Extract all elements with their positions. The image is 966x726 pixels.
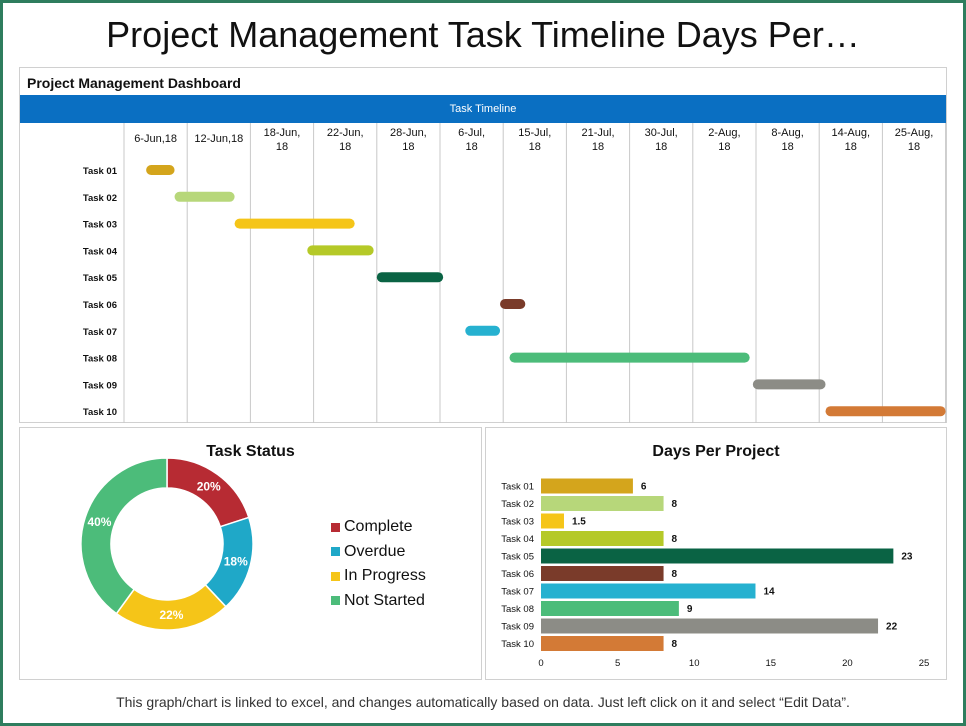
- gantt-task-bar[interactable]: [752, 379, 826, 390]
- bar[interactable]: [541, 531, 664, 546]
- gantt-column-label: 14-Aug, 18: [832, 127, 871, 153]
- gantt-task-bar[interactable]: [825, 406, 946, 417]
- donut-slice-label: 40%: [87, 515, 111, 529]
- legend-label-overdue: Overdue: [344, 542, 406, 560]
- legend-label-complete: Complete: [344, 518, 413, 536]
- bar-value-label: 22: [886, 622, 898, 633]
- gantt-task-label: Task 03: [83, 220, 117, 231]
- gantt-task-bar[interactable]: [500, 299, 526, 309]
- gantt-column-label: 8-Aug, 18: [771, 127, 803, 153]
- gantt-column-label: 12-Jun,18: [194, 133, 243, 145]
- task-status-donut-chart[interactable]: 20% 18% 22% 40%: [20, 428, 483, 681]
- bar[interactable]: [541, 548, 894, 564]
- bar-value-label: 6: [641, 482, 647, 493]
- bar-value-label: 8: [672, 534, 678, 545]
- bar-value-label: 8: [672, 569, 678, 580]
- gantt-column-label: 6-Jun,18: [134, 133, 177, 145]
- gantt-task-bar[interactable]: [174, 191, 235, 202]
- gantt-task-bar[interactable]: [234, 218, 355, 229]
- legend-swatch-overdue: [331, 547, 340, 557]
- donut-slice[interactable]: [80, 457, 168, 615]
- gantt-column-label: 28-Jun, 18: [390, 127, 427, 153]
- gantt-column-label: 18-Jun, 18: [264, 127, 301, 153]
- gantt-column-label: 6-Jul, 18: [458, 127, 485, 153]
- days-per-project-title: Days Per Project: [652, 443, 780, 460]
- gantt-column-label: 2-Aug, 18: [708, 127, 740, 153]
- gantt-column-label: 21-Jul, 18: [581, 127, 614, 153]
- bar[interactable]: [541, 513, 564, 529]
- footer-note: This graph/chart is linked to excel, and…: [116, 694, 850, 710]
- bar-x-tick-label: 15: [766, 658, 777, 669]
- gantt-column-label: 30-Jul, 18: [645, 127, 678, 153]
- bar-value-label: 8: [672, 639, 678, 650]
- bar[interactable]: [541, 496, 664, 511]
- dashboard-panel: Project Management Dashboard Task Timeli…: [19, 67, 947, 423]
- bar-x-tick-label: 10: [689, 658, 700, 669]
- bar[interactable]: [541, 601, 679, 616]
- bar-x-tick-label: 0: [538, 658, 543, 669]
- bar-value-label: 9: [687, 604, 693, 615]
- bar-x-tick-label: 25: [919, 658, 930, 669]
- bar-x-tick-label: 20: [842, 658, 853, 669]
- gantt-task-label: Task 08: [83, 354, 117, 365]
- task-status-legend: Complete Overdue In Progress Not Started: [331, 515, 426, 613]
- bar-category-label: Task 07: [501, 587, 534, 598]
- donut-slice-label: 22%: [159, 608, 183, 622]
- bar-category-label: Task 01: [501, 482, 534, 493]
- gantt-task-label: Task 09: [83, 380, 117, 391]
- gantt-task-bar[interactable]: [465, 325, 501, 336]
- gantt-column-label: 15-Jul, 18: [518, 127, 551, 153]
- gantt-column-label: 22-Jun, 18: [327, 127, 364, 153]
- bar[interactable]: [541, 566, 664, 581]
- gantt-task-label: Task 05: [83, 273, 118, 284]
- bar-category-label: Task 04: [501, 534, 534, 545]
- gantt-task-bar[interactable]: [376, 272, 444, 283]
- gantt-task-label: Task 01: [83, 166, 118, 177]
- bar-category-label: Task 05: [501, 552, 534, 563]
- bar-x-tick-label: 5: [615, 658, 620, 669]
- legend-swatch-complete: [331, 522, 340, 532]
- page-title: Project Management Task Timeline Days Pe…: [106, 14, 860, 55]
- task-status-panel: Task Status 20% 18% 22% 40% Complete Overdu…: [19, 427, 482, 680]
- legend-swatch-not-started: [331, 596, 340, 606]
- donut-slice-label: 18%: [224, 555, 248, 569]
- bar-category-label: Task 09: [501, 622, 534, 633]
- gantt-task-label: Task 07: [83, 327, 117, 338]
- bar-category-label: Task 06: [501, 569, 534, 580]
- bar-value-label: 23: [901, 552, 913, 563]
- bar-category-label: Task 08: [501, 604, 534, 615]
- legend-label-not-started: Not Started: [344, 591, 425, 609]
- bar[interactable]: [541, 478, 633, 494]
- gantt-task-label: Task 06: [83, 300, 117, 311]
- gantt-task-label: Task 04: [83, 246, 118, 257]
- gantt-task-bar[interactable]: [146, 165, 175, 175]
- gantt-task-label: Task 10: [83, 407, 117, 418]
- dashboard-title: Project Management Dashboard: [27, 75, 241, 91]
- donut-slice-label: 20%: [197, 480, 221, 494]
- legend-item-not-started: Not Started: [331, 589, 426, 614]
- gantt-column-label: 25-Aug, 18: [895, 127, 934, 153]
- gantt-task-bar[interactable]: [509, 352, 750, 363]
- bar-value-label: 14: [763, 587, 775, 598]
- bar-category-label: Task 03: [501, 517, 534, 528]
- legend-swatch-in-progress: [331, 571, 340, 581]
- bar-category-label: Task 10: [501, 639, 534, 650]
- bar-category-label: Task 02: [501, 499, 534, 510]
- timeline-header: Task Timeline: [20, 95, 946, 123]
- days-per-project-panel: Days Per Project Task 01 6 Task 02 8 Task 03…: [485, 427, 947, 680]
- bar[interactable]: [541, 583, 756, 599]
- bar-value-label: 1.5: [572, 517, 586, 528]
- legend-item-overdue: Overdue: [331, 540, 426, 565]
- legend-item-in-progress: In Progress: [331, 564, 426, 589]
- task-status-title: Task Status: [206, 443, 295, 460]
- bar[interactable]: [541, 618, 879, 634]
- bar[interactable]: [541, 636, 664, 651]
- legend-item-complete: Complete: [331, 515, 426, 540]
- days-per-project-bar-chart[interactable]: Task 01 6 Task 02 8 Task 03 1.5 Task 04 8 Task 0…: [486, 428, 948, 681]
- gantt-task-label: Task 02: [83, 193, 117, 204]
- gantt-chart[interactable]: 6-Jun,18 12-Jun,18 18-Jun, 18 22-Jun, 18 28-Ju…: [20, 123, 946, 423]
- gantt-task-bar[interactable]: [307, 245, 374, 256]
- bar-value-label: 8: [672, 499, 678, 510]
- legend-label-in-progress: In Progress: [344, 567, 426, 585]
